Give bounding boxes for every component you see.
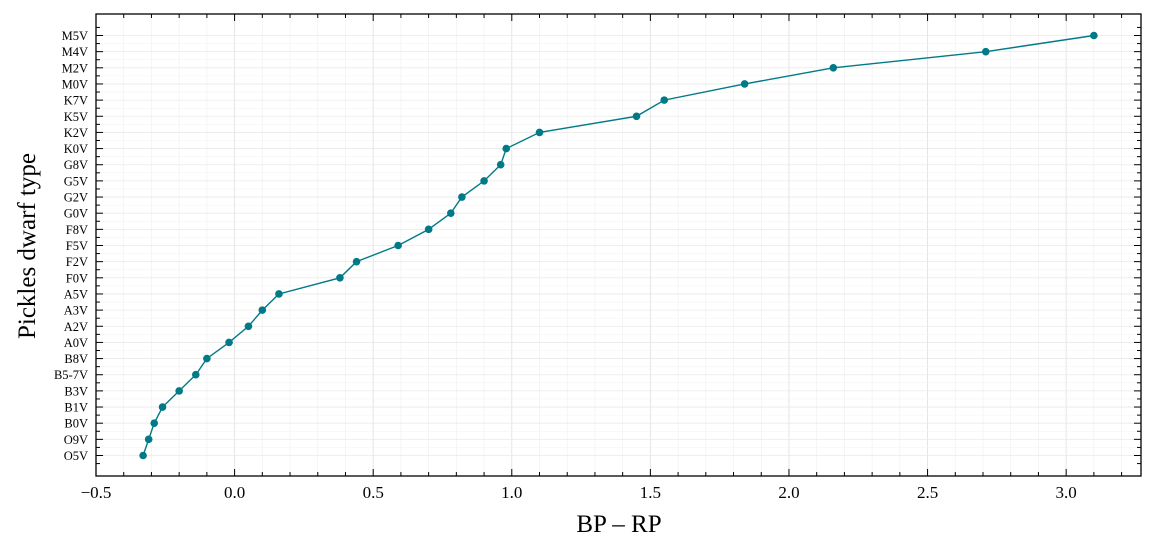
y-tick-label: A3V xyxy=(64,304,88,318)
x-tick-label: 1.0 xyxy=(501,483,522,502)
y-tick-label: M5V xyxy=(62,29,88,43)
data-point xyxy=(258,306,267,314)
y-tick-label: K0V xyxy=(64,142,88,156)
series-line-group xyxy=(139,31,1098,460)
data-point xyxy=(225,338,233,347)
data-point xyxy=(175,387,183,395)
data-point xyxy=(275,290,283,298)
data-point xyxy=(447,209,455,217)
data-point xyxy=(394,241,402,250)
data-point xyxy=(139,451,147,460)
data-point xyxy=(660,96,669,104)
y-tick-label: B5-7V xyxy=(54,368,88,382)
x-axis-title: BP – RP xyxy=(576,511,661,538)
data-point xyxy=(829,64,838,72)
data-point xyxy=(424,225,433,234)
x-tick-label: 3.0 xyxy=(1056,483,1077,502)
y-tick-label: G5V xyxy=(64,174,88,188)
data-point xyxy=(740,80,749,88)
data-point xyxy=(158,403,167,411)
data-point xyxy=(496,160,505,169)
data-point xyxy=(535,128,544,137)
y-tick-label: B8V xyxy=(64,352,88,366)
y-tick-label: G8V xyxy=(64,158,88,172)
data-point xyxy=(458,193,466,201)
y-tick-label: O9V xyxy=(64,433,88,447)
data-point xyxy=(632,112,641,121)
data-point xyxy=(480,177,488,185)
x-tick-label: 2.5 xyxy=(917,483,938,502)
y-tick-label: M2V xyxy=(62,61,88,75)
y-tick-label: B3V xyxy=(64,384,88,398)
data-point xyxy=(1090,31,1098,40)
x-tick-label: 1.5 xyxy=(640,483,661,502)
data-point xyxy=(981,47,990,56)
data-point xyxy=(244,322,253,331)
y-tick-label: B0V xyxy=(64,417,88,431)
y-tick-label: M4V xyxy=(62,45,88,59)
y-axis-title: Pickles dwarf type xyxy=(14,153,41,339)
axes xyxy=(95,13,1142,477)
x-tick-label: 0.0 xyxy=(224,483,245,502)
y-tick-label: F8V xyxy=(66,223,88,237)
y-tick-label: G0V xyxy=(64,207,88,221)
y-tick-label: F2V xyxy=(66,255,88,269)
grid xyxy=(95,14,1141,476)
x-tick-label: 2.0 xyxy=(778,483,799,502)
y-tick-label: F5V xyxy=(66,239,88,253)
y-tick-label: K7V xyxy=(64,94,88,108)
data-point xyxy=(191,370,200,379)
tick-labels: −0.5 0.0 0.5 1.0 1.5 2.0 2.5 3.0 O5V O9V B0V B1V B3V… xyxy=(54,29,1077,502)
x-tick-label: 0.5 xyxy=(363,483,384,502)
y-tick-label: B1V xyxy=(64,401,88,415)
data-point xyxy=(352,257,361,266)
x-tick-label: −0.5 xyxy=(81,483,112,502)
y-tick-label: A2V xyxy=(64,320,88,334)
y-tick-label: O5V xyxy=(64,449,88,463)
y-tick-label: K5V xyxy=(64,110,88,124)
y-tick-label: M0V xyxy=(62,77,88,91)
y-tick-label: A5V xyxy=(64,287,88,301)
y-tick-label: G2V xyxy=(64,191,88,205)
y-tick-label: F0V xyxy=(66,271,88,285)
data-point xyxy=(203,354,211,363)
data-point xyxy=(502,144,511,153)
data-point xyxy=(336,274,344,282)
y-tick-label: A0V xyxy=(64,336,88,350)
data-point xyxy=(144,435,153,444)
y-tick-label: K2V xyxy=(64,126,88,140)
data-point xyxy=(150,419,159,427)
